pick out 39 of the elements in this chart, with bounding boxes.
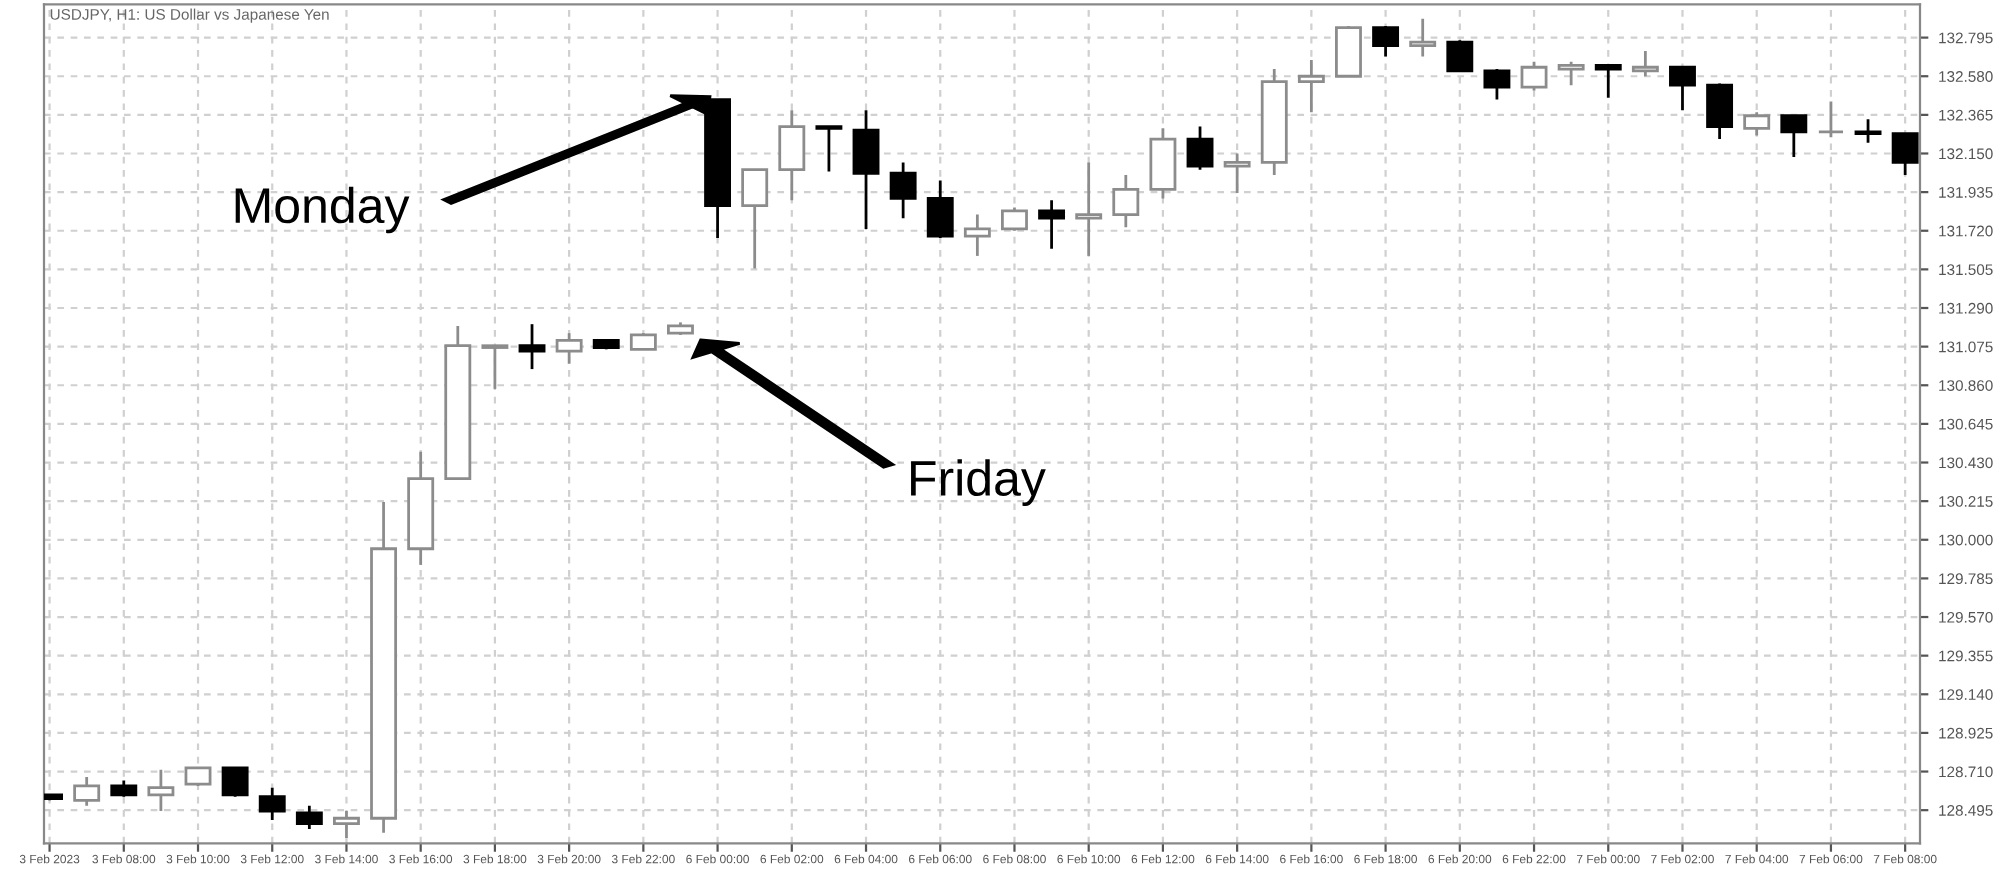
candlestick xyxy=(295,804,323,831)
candlestick xyxy=(221,766,249,799)
annotation: Friday xyxy=(911,459,1046,506)
candlestick xyxy=(1075,161,1103,258)
candlestick xyxy=(1372,24,1400,58)
candlestick xyxy=(1223,152,1251,195)
candlestick xyxy=(555,331,583,366)
candlestick xyxy=(1409,17,1437,58)
candlestick xyxy=(1186,125,1214,172)
candlestick xyxy=(73,775,101,808)
candlestick xyxy=(926,179,954,240)
candlestick xyxy=(852,108,880,231)
candlestick xyxy=(1446,38,1474,73)
candlestick xyxy=(1001,206,1028,233)
candlestick xyxy=(1297,58,1325,114)
candlestick xyxy=(481,344,509,391)
candlestick xyxy=(258,786,286,822)
candlestick xyxy=(1557,60,1585,87)
candlestick xyxy=(147,768,175,813)
candlestick xyxy=(1631,49,1659,78)
candlestick xyxy=(1038,198,1066,251)
candlestick xyxy=(1483,67,1511,101)
candlestick xyxy=(889,161,917,220)
candlestick xyxy=(1780,114,1808,159)
candlestick xyxy=(333,809,360,840)
candlestick xyxy=(815,125,843,173)
candlestick xyxy=(778,108,806,202)
candlestick xyxy=(1520,60,1548,92)
candlestick xyxy=(1112,173,1140,229)
candlestick xyxy=(518,322,546,371)
candlestick xyxy=(741,168,769,270)
candlestick xyxy=(1669,65,1696,112)
annotation: Monday xyxy=(235,186,410,234)
candlestick xyxy=(963,213,991,258)
candlestick xyxy=(1743,110,1771,137)
candlestick xyxy=(1706,82,1734,141)
candlestick xyxy=(1854,117,1882,145)
candlestick xyxy=(1817,100,1845,139)
candlestick xyxy=(1594,64,1622,100)
